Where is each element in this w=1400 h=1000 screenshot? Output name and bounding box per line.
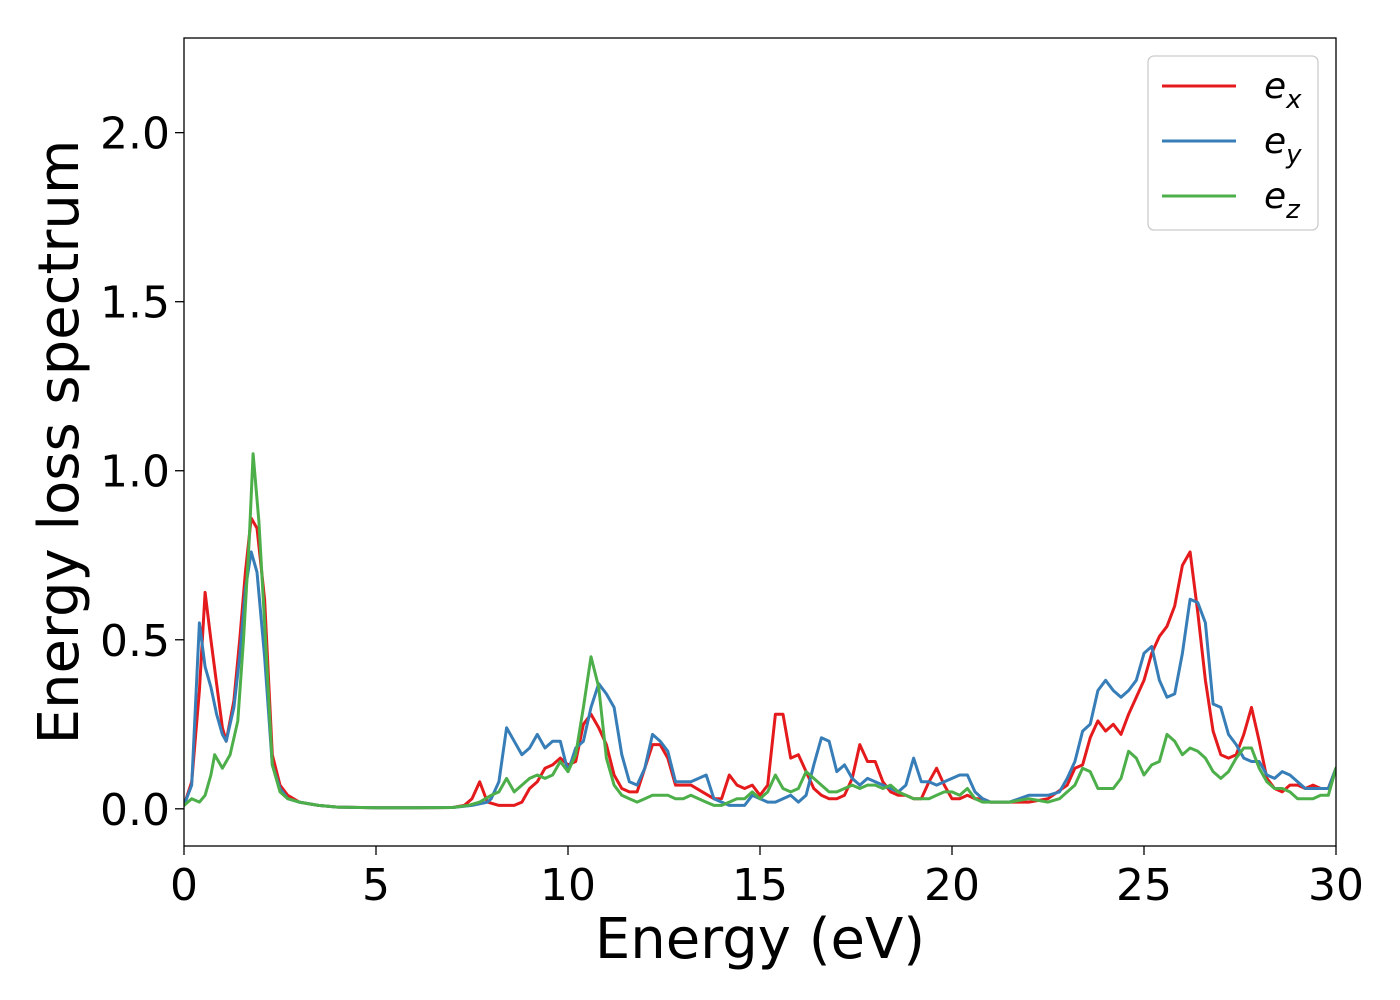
y-axis-ticks: 0.0 0.5 1.0 1.5 2.0: [100, 109, 184, 836]
x-tick-label: 15: [732, 860, 788, 911]
x-tick-label: 10: [540, 860, 596, 911]
y-tick-label: 2.0: [100, 109, 170, 160]
y-axis-title: Energy loss spectrum: [27, 140, 92, 745]
legend-label-x: ex: [1264, 66, 1302, 115]
series-line-x: [184, 516, 1336, 810]
x-axis-title: Energy (eV): [595, 907, 925, 972]
legend-label-y: ey: [1264, 121, 1302, 170]
x-tick-label: 5: [362, 860, 390, 911]
y-tick-label: 1.5: [100, 278, 170, 329]
legend-box: [1147, 55, 1319, 231]
y-tick-label: 0.0: [100, 785, 170, 836]
series-line-z: [184, 452, 1336, 810]
legend-label-z: ez: [1264, 176, 1301, 225]
x-tick-label: 25: [1116, 860, 1172, 911]
legend: ex ey ez: [1147, 55, 1319, 231]
y-tick-label: 0.5: [100, 616, 170, 667]
x-tick-label: 0: [170, 860, 198, 911]
x-tick-label: 20: [924, 860, 980, 911]
x-tick-label: 30: [1308, 860, 1364, 911]
y-tick-label: 1.0: [100, 447, 170, 498]
series-layer: [184, 452, 1336, 810]
x-axis-ticks: 0 5 10 15 20 25 30: [170, 846, 1364, 911]
series-line-y: [184, 550, 1336, 810]
